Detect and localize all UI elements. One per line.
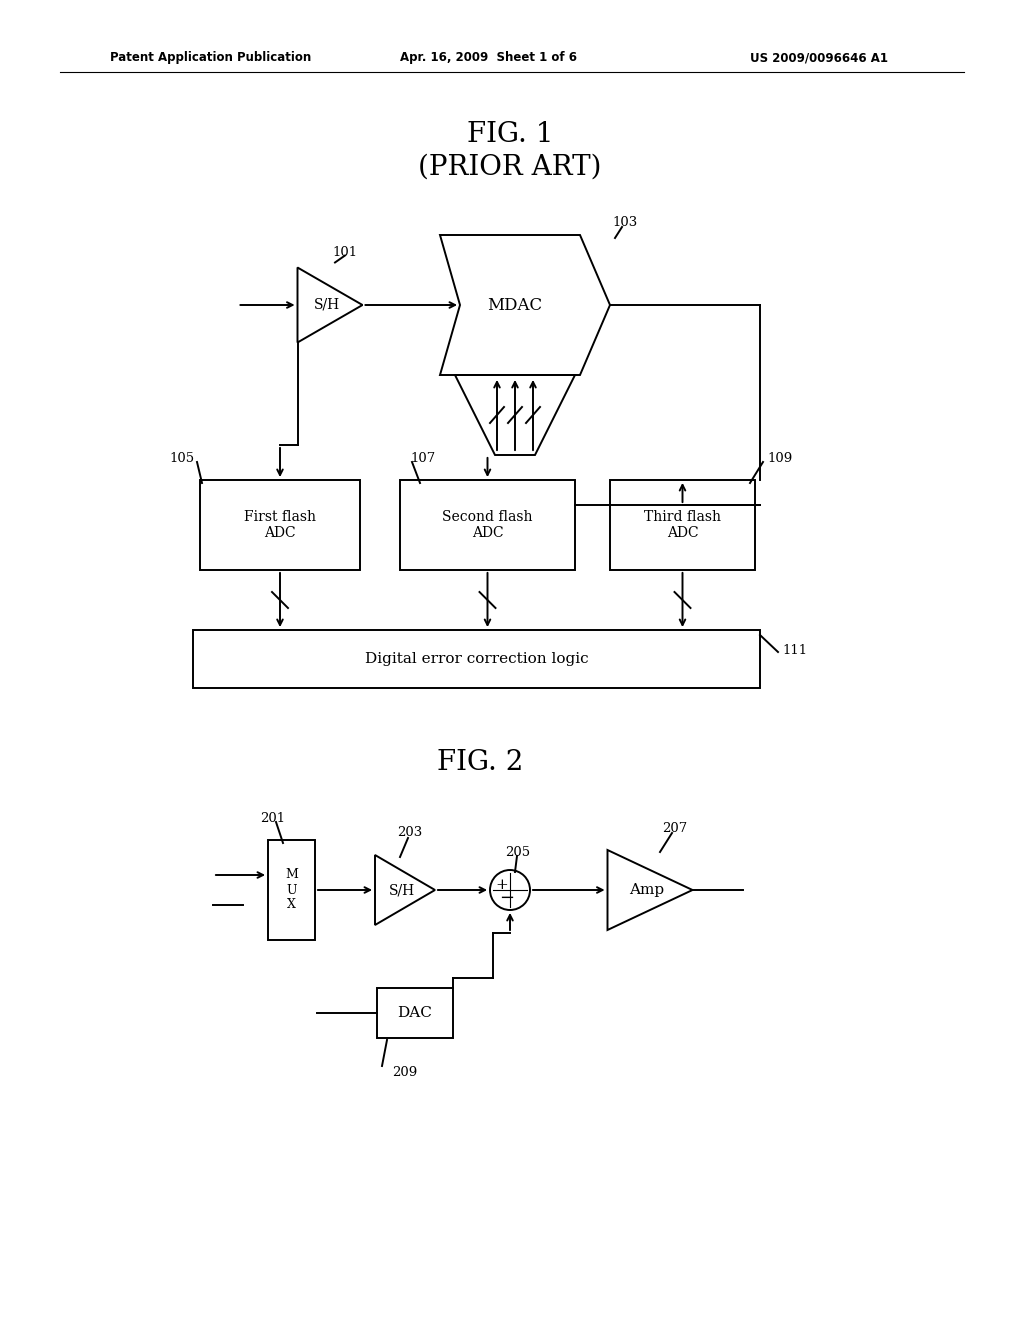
Text: Patent Application Publication: Patent Application Publication [110,51,311,65]
Text: M
U
X: M U X [285,869,298,912]
Text: S/H: S/H [314,298,340,312]
Text: First flash
ADC: First flash ADC [244,510,316,540]
Text: 209: 209 [392,1067,418,1080]
Text: 207: 207 [663,821,688,834]
Text: US 2009/0096646 A1: US 2009/0096646 A1 [750,51,888,65]
Text: (PRIOR ART): (PRIOR ART) [418,153,602,181]
Text: Third flash
ADC: Third flash ADC [644,510,721,540]
Text: 105: 105 [170,451,195,465]
Text: Second flash
ADC: Second flash ADC [442,510,532,540]
Text: 111: 111 [782,644,807,656]
Text: FIG. 2: FIG. 2 [437,748,523,776]
Text: 205: 205 [506,846,530,858]
Text: 201: 201 [260,812,286,825]
Text: 101: 101 [333,246,357,259]
Text: Apr. 16, 2009  Sheet 1 of 6: Apr. 16, 2009 Sheet 1 of 6 [400,51,577,65]
Text: Digital error correction logic: Digital error correction logic [365,652,589,667]
Text: 109: 109 [767,451,793,465]
Text: 107: 107 [410,451,435,465]
Text: Amp: Amp [630,883,665,898]
Text: MDAC: MDAC [487,297,543,314]
Text: DAC: DAC [397,1006,432,1020]
Text: −: − [500,888,515,907]
Text: 103: 103 [612,216,638,230]
Text: FIG. 1: FIG. 1 [467,121,553,149]
Text: S/H: S/H [389,883,415,898]
Text: 203: 203 [397,826,423,840]
Text: +: + [496,878,508,892]
